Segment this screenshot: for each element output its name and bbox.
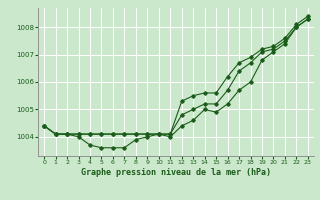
X-axis label: Graphe pression niveau de la mer (hPa): Graphe pression niveau de la mer (hPa) (81, 168, 271, 177)
